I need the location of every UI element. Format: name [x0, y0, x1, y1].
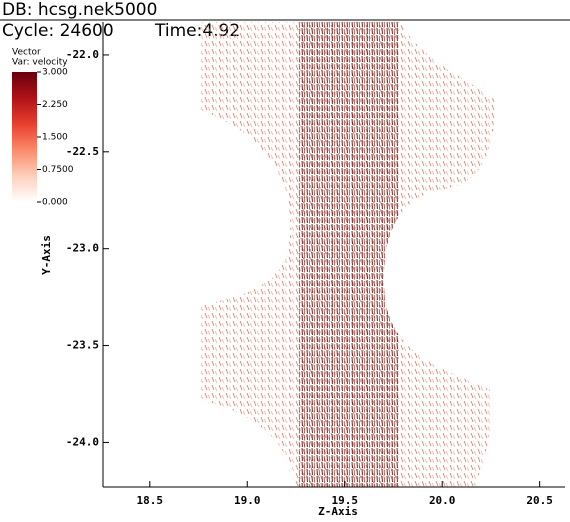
- x-tick-label: 19.0: [234, 494, 261, 507]
- legend-tick-label: 3.000: [42, 68, 68, 78]
- x-tick-label: 18.5: [137, 494, 164, 507]
- legend-title: Vector: [12, 48, 41, 58]
- legend-variable: Var: velocity: [12, 58, 68, 68]
- y-axis-label: Y-Axis: [40, 235, 53, 275]
- db-name: DB: hcsg.nek5000: [2, 0, 157, 20]
- x-tick-label: 20.5: [526, 494, 553, 507]
- legend-tick-label: 0.7500: [42, 165, 74, 175]
- y-tick-label: -23.0: [66, 242, 99, 255]
- y-tick-label: -22.5: [66, 145, 99, 158]
- legend-tick-label: 1.500: [42, 133, 68, 143]
- x-tick-label: 19.5: [331, 494, 358, 507]
- y-tick-label: -23.5: [66, 339, 99, 352]
- y-tick-label: -22.0: [66, 48, 99, 61]
- vector-core: [298, 22, 398, 487]
- x-tick-label: 20.0: [429, 494, 456, 507]
- legend-tick-label: 2.250: [42, 100, 68, 110]
- vector-field: [200, 22, 495, 487]
- legend-tick-label: 0.000: [42, 198, 68, 208]
- y-tick-label: -24.0: [66, 435, 99, 448]
- color-bar: [12, 72, 37, 202]
- x-axis-label: Z-Axis: [318, 505, 358, 518]
- cycle: Cycle: 24600: [2, 21, 114, 41]
